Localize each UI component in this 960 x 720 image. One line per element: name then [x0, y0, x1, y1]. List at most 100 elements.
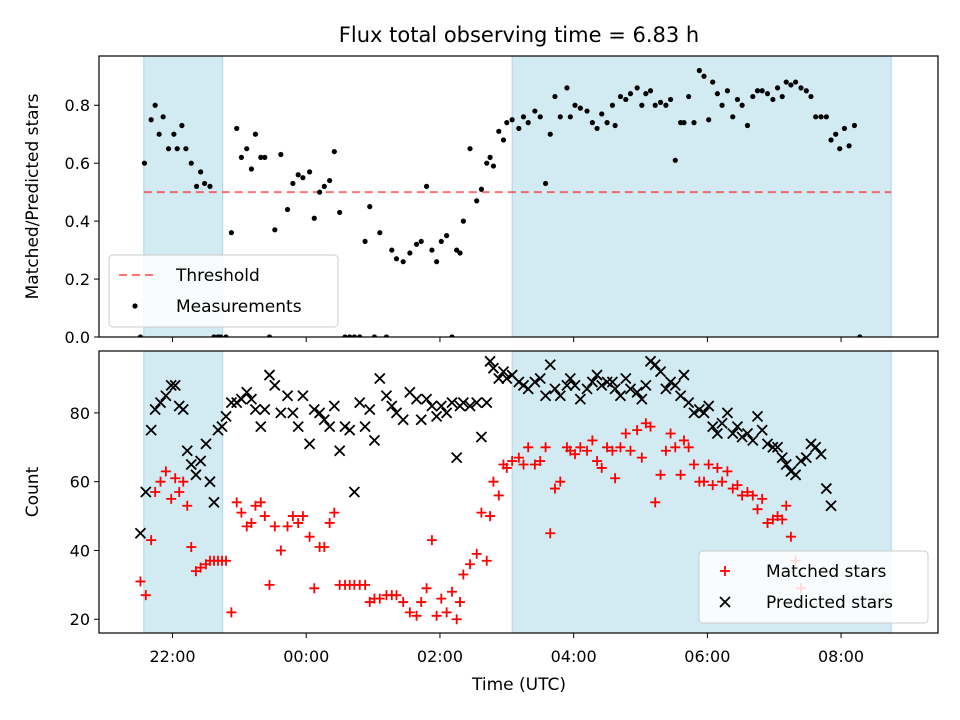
data-point: [577, 105, 583, 111]
data-point: [208, 496, 220, 508]
data-point: [707, 421, 719, 433]
data-point: [549, 383, 561, 395]
data-point: [150, 487, 161, 497]
data-point: [244, 146, 250, 152]
data-point: [683, 396, 695, 409]
data-point: [444, 233, 450, 239]
data-point: [228, 230, 234, 236]
data-point: [636, 393, 648, 405]
data-point: [813, 114, 819, 120]
data-point: [610, 473, 621, 484]
data-point: [457, 250, 463, 256]
data-point: [354, 396, 366, 409]
data-point: [525, 120, 531, 126]
data-point: [160, 114, 166, 120]
data-point: [649, 359, 661, 371]
data-point: [594, 125, 600, 132]
y-tick-label: 0.6: [65, 154, 90, 173]
data-point: [660, 445, 671, 456]
data-point: [154, 396, 167, 409]
y-axis-label: Matched/Predicted stars: [23, 93, 43, 299]
data-point: [241, 386, 253, 398]
data-point: [272, 227, 278, 233]
data-point: [415, 414, 427, 426]
data-point: [476, 507, 487, 518]
data-point: [430, 410, 443, 422]
data-point: [135, 576, 146, 587]
data-point: [747, 490, 758, 501]
data-point: [609, 383, 621, 395]
data-point: [178, 476, 189, 487]
data-point: [377, 230, 383, 236]
data-point: [434, 259, 440, 265]
data-point: [788, 82, 794, 88]
data-point: [800, 451, 812, 464]
data-point: [211, 334, 217, 337]
data-point: [783, 79, 789, 85]
data-point: [620, 428, 631, 439]
data-point: [407, 250, 413, 256]
data-point: [497, 365, 510, 378]
data-point: [263, 369, 276, 381]
data-point: [308, 403, 320, 416]
data-point: [226, 607, 237, 618]
data-point: [145, 424, 157, 436]
data-point: [194, 455, 207, 467]
data-point: [165, 146, 172, 152]
data-point: [449, 334, 455, 337]
data-point: [134, 527, 147, 539]
data-point: [249, 403, 262, 416]
data-point: [297, 390, 309, 402]
data-point: [293, 517, 304, 528]
data-point: [141, 160, 148, 166]
data-point: [297, 511, 308, 522]
x-tick-label: 00:00: [283, 647, 329, 666]
data-point: [493, 372, 505, 385]
data-point: [183, 146, 189, 152]
data-point: [599, 111, 605, 117]
data-point: [174, 146, 180, 152]
data-point: [582, 445, 593, 456]
data-point: [329, 507, 340, 518]
data-point: [779, 93, 785, 100]
data-point: [781, 500, 792, 511]
data-point: [220, 410, 232, 422]
data-point: [423, 183, 430, 189]
data-point: [631, 386, 643, 398]
data-point: [348, 486, 361, 498]
data-point: [451, 614, 462, 625]
data-point: [236, 507, 247, 518]
data-point: [520, 114, 527, 120]
data-point: [654, 365, 667, 378]
data-point: [467, 146, 473, 152]
data-point: [368, 434, 381, 447]
data-point: [615, 442, 626, 453]
data-point: [429, 247, 435, 253]
legend-label: Threshold: [175, 266, 260, 286]
data-point: [688, 407, 700, 419]
data-point: [216, 421, 228, 433]
data-point: [362, 238, 368, 245]
data-point: [218, 334, 224, 337]
data-point: [669, 379, 681, 392]
data-point: [295, 172, 301, 178]
data-point: [529, 459, 540, 470]
data-point: [529, 376, 541, 388]
y-tick-label: 20: [70, 610, 90, 629]
data-point: [534, 372, 546, 385]
legend-box: [698, 550, 929, 624]
legend-label: Measurements: [176, 297, 302, 317]
data-point: [269, 379, 281, 392]
x-tick-label: 04:00: [551, 647, 597, 666]
data-point: [602, 442, 613, 453]
data-point: [686, 93, 692, 100]
data-point: [754, 88, 761, 94]
data-point: [691, 120, 697, 126]
data-point: [475, 431, 488, 443]
data-point: [640, 379, 652, 392]
data-point: [795, 455, 807, 467]
data-point: [487, 154, 493, 160]
y-tick-label: 80: [70, 404, 90, 423]
data-point: [617, 93, 624, 100]
data-point: [344, 424, 356, 436]
